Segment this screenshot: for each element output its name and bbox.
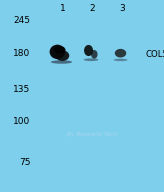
Ellipse shape bbox=[84, 58, 98, 61]
Ellipse shape bbox=[50, 45, 65, 59]
Ellipse shape bbox=[113, 59, 128, 61]
Ellipse shape bbox=[51, 60, 72, 64]
Text: 3: 3 bbox=[119, 4, 125, 13]
Text: COL5A2: COL5A2 bbox=[145, 50, 164, 59]
Text: 2: 2 bbox=[90, 4, 95, 13]
Ellipse shape bbox=[91, 50, 98, 59]
Text: 245: 245 bbox=[13, 16, 30, 25]
Ellipse shape bbox=[84, 45, 93, 56]
Text: By Bioworld Tech: By Bioworld Tech bbox=[67, 132, 117, 137]
Text: 135: 135 bbox=[13, 85, 30, 94]
Text: 1: 1 bbox=[60, 4, 66, 13]
Ellipse shape bbox=[54, 46, 66, 54]
Ellipse shape bbox=[55, 50, 69, 61]
Text: 100: 100 bbox=[13, 118, 30, 126]
Text: 180: 180 bbox=[13, 49, 30, 58]
Ellipse shape bbox=[115, 49, 126, 58]
Text: 75: 75 bbox=[19, 158, 30, 167]
